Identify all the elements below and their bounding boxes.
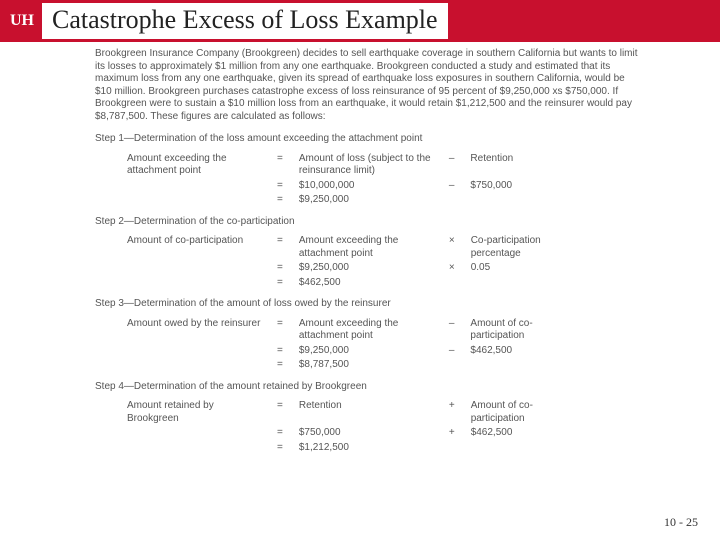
cell: $10,000,000	[291, 179, 441, 194]
table-row: Amount retained by Brookgreen = Retentio…	[119, 399, 573, 426]
table-row: = $750,000 + $462,500	[119, 426, 573, 441]
cell: +	[441, 426, 463, 441]
table-row: = $10,000,000 – $750,000	[119, 179, 572, 194]
cell: =	[269, 179, 291, 194]
uh-logo-text: UH	[10, 13, 34, 29]
title-bar: UH Catastrophe Excess of Loss Example	[0, 0, 720, 42]
cell: Amount owed by the reinsurer	[119, 317, 269, 344]
cell: $9,250,000	[291, 261, 441, 276]
table-row: = $9,250,000	[119, 193, 572, 208]
cell: Amount of co-participation	[119, 234, 269, 261]
step2-header: Step 2—Determination of the co-participa…	[95, 216, 640, 229]
cell: =	[269, 399, 291, 426]
cell: =	[269, 426, 291, 441]
cell: =	[269, 344, 291, 359]
step3-header: Step 3—Determination of the amount of lo…	[95, 298, 640, 311]
cell: –	[441, 344, 463, 359]
cell: 0.05	[463, 261, 573, 276]
step4-table: Amount retained by Brookgreen = Retentio…	[119, 399, 573, 455]
cell: Retention	[462, 152, 572, 179]
slide-title: Catastrophe Excess of Loss Example	[42, 3, 448, 39]
cell: Amount exceeding the attachment point	[291, 317, 441, 344]
cell: $462,500	[291, 276, 441, 291]
cell: =	[269, 441, 291, 456]
cell: =	[269, 261, 291, 276]
cell: Amount of co-participation	[462, 317, 572, 344]
cell: =	[269, 276, 291, 291]
cell: Amount of loss (subject to the reinsuran…	[291, 152, 441, 179]
step3-table: Amount owed by the reinsurer = Amount ex…	[119, 317, 572, 373]
cell: $9,250,000	[291, 344, 441, 359]
cell: Amount of co-participation	[463, 399, 573, 426]
cell: =	[269, 317, 291, 344]
cell: Amount exceeding the attachment point	[119, 152, 269, 179]
cell: –	[441, 152, 463, 179]
step2-table: Amount of co-participation = Amount exce…	[119, 234, 573, 290]
cell: Amount retained by Brookgreen	[119, 399, 269, 426]
table-row: Amount of co-participation = Amount exce…	[119, 234, 573, 261]
cell: ×	[441, 234, 463, 261]
step4-header: Step 4—Determination of the amount retai…	[95, 381, 640, 394]
cell: =	[269, 193, 291, 208]
cell: Co-participation percentage	[463, 234, 573, 261]
cell: –	[441, 317, 463, 344]
cell: =	[269, 234, 291, 261]
cell: $1,212,500	[291, 441, 441, 456]
cell: Amount exceeding the attachment point	[291, 234, 441, 261]
content-area: Brookgreen Insurance Company (Brookgreen…	[0, 42, 720, 455]
cell: =	[269, 358, 291, 373]
cell: –	[441, 179, 463, 194]
cell: $750,000	[291, 426, 441, 441]
uh-logo: UH	[6, 5, 38, 37]
table-row: Amount exceeding the attachment point = …	[119, 152, 572, 179]
cell: ×	[441, 261, 463, 276]
cell: $750,000	[462, 179, 572, 194]
step1-table: Amount exceeding the attachment point = …	[119, 152, 572, 208]
intro-text: Brookgreen Insurance Company (Brookgreen…	[95, 48, 640, 123]
step1-header: Step 1—Determination of the loss amount …	[95, 133, 640, 146]
table-row: = $9,250,000 × 0.05	[119, 261, 573, 276]
cell: $9,250,000	[291, 193, 441, 208]
cell: $462,500	[462, 344, 572, 359]
table-row: = $8,787,500	[119, 358, 572, 373]
table-row: = $462,500	[119, 276, 573, 291]
page-number: 10 - 25	[664, 515, 698, 530]
cell: =	[269, 152, 291, 179]
table-row: = $9,250,000 – $462,500	[119, 344, 572, 359]
cell: Retention	[291, 399, 441, 426]
table-row: = $1,212,500	[119, 441, 573, 456]
cell: $8,787,500	[291, 358, 441, 373]
cell: +	[441, 399, 463, 426]
cell: $462,500	[463, 426, 573, 441]
table-row: Amount owed by the reinsurer = Amount ex…	[119, 317, 572, 344]
